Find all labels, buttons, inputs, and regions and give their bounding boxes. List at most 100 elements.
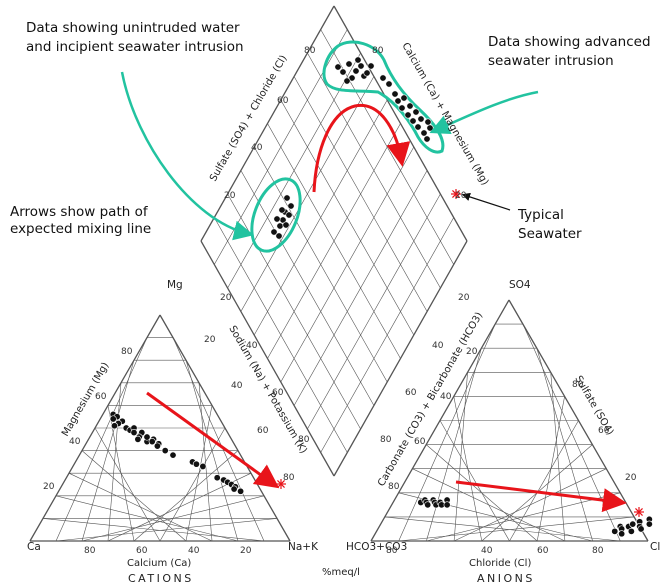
cation-mixing-arrow xyxy=(146,391,280,489)
cation-grid-a xyxy=(55,495,239,542)
pointer-arrow-right-top xyxy=(429,90,539,135)
cation-tick-bottom: 60 xyxy=(136,546,148,556)
diamond-point xyxy=(379,74,387,82)
cation-point xyxy=(161,447,169,455)
annotation-unintruded-1: Data showing unintruded water xyxy=(26,20,240,36)
anion-tick-bottom: 40 xyxy=(481,546,493,556)
data-points xyxy=(109,56,653,538)
anion-tick-right: 60 xyxy=(598,426,610,436)
diamond-point xyxy=(385,80,393,88)
diamond-tick-lower-left: 60 xyxy=(272,388,284,398)
diamond-point xyxy=(334,63,342,71)
diamond-grid-b xyxy=(307,193,441,430)
diamond-point xyxy=(283,194,291,202)
diamond-grid-a xyxy=(307,52,441,289)
anion-tick-bottom: 80 xyxy=(386,546,398,556)
cation-corner-ca: Ca xyxy=(27,541,41,553)
anion-tick-left: 40 xyxy=(440,392,452,402)
diamond-point xyxy=(275,232,283,240)
cation-point xyxy=(153,442,161,450)
diamond-tick-lower-right: 60 xyxy=(405,388,417,398)
anion-point xyxy=(443,501,451,509)
anion-tick-left: 20 xyxy=(466,347,478,357)
pointer-arrow-seawater xyxy=(461,192,511,211)
diamond-tick-lower-left: 40 xyxy=(246,341,258,351)
diamond-tick-lower-right: 20 xyxy=(458,293,470,303)
cation-tick-left: 20 xyxy=(43,482,55,492)
annotation-seawater-2: Seawater xyxy=(518,226,582,242)
advanced-intrusion-outline xyxy=(322,40,445,154)
anion-tick-right: 20 xyxy=(625,473,637,483)
cation-tick-left: 60 xyxy=(95,392,107,402)
anion-grid-b xyxy=(550,372,566,542)
diagram-grid xyxy=(29,5,649,542)
diamond-point xyxy=(414,123,422,131)
diamond-tick-left: 60 xyxy=(277,96,289,106)
diamond-axis-sulfate-chloride: Sulfate (SO4) + Chloride (Cl) xyxy=(208,53,289,183)
diamond-point xyxy=(339,68,347,76)
diamond-point xyxy=(412,108,420,116)
cation-tick-bottom: 40 xyxy=(188,546,200,556)
units-label: %meq/l xyxy=(322,567,360,578)
diamond-tick-lower-left: 80 xyxy=(298,435,310,445)
anion-point xyxy=(424,501,432,509)
cation-corner-nak: Na+K xyxy=(288,541,319,553)
anion-corner-cl: Cl xyxy=(650,541,660,553)
cation-axis-calcium: Calcium (Ca) xyxy=(127,558,191,569)
cation-point xyxy=(213,474,221,482)
diamond-tick-right: 80 xyxy=(372,46,384,56)
diamond-point xyxy=(367,62,375,70)
diamond-point xyxy=(426,124,434,132)
diamond-grid-b xyxy=(280,146,415,383)
cation-tick-right: 20 xyxy=(204,335,216,345)
diamond-mixing-arrow xyxy=(312,103,411,193)
diamond-point xyxy=(398,104,406,112)
annotation-arrows-2: expected mixing line xyxy=(10,221,151,237)
cation-point xyxy=(169,451,177,459)
cation-tick-bottom: 80 xyxy=(84,546,96,556)
cation-tick-left: 40 xyxy=(69,437,81,447)
diamond-point xyxy=(420,129,428,137)
diamond-grid-b xyxy=(293,170,428,406)
diamond-grid-b xyxy=(320,217,454,453)
anion-point xyxy=(629,520,637,528)
cation-tick-right: 60 xyxy=(257,426,269,436)
diamond-point xyxy=(278,206,286,214)
cation-tick-right: 80 xyxy=(283,473,295,483)
anion-axis-chloride: Chloride (Cl) xyxy=(469,558,531,569)
diamond-point xyxy=(424,118,432,126)
anion-mixing-arrow xyxy=(455,480,627,513)
diamond-point xyxy=(404,111,412,119)
diamond-point xyxy=(352,67,360,75)
diamond-point xyxy=(409,117,417,125)
anion-grid-b xyxy=(536,348,593,542)
cation-grid-b xyxy=(172,337,265,542)
cation-point xyxy=(237,487,245,495)
diamond-point xyxy=(273,215,281,223)
diamond-grid-a xyxy=(293,76,428,312)
cation-point xyxy=(111,422,119,430)
diamond-grid-a xyxy=(280,99,415,336)
cation-tick-bottom: 20 xyxy=(240,546,252,556)
diamond-tick-left: 20 xyxy=(224,191,236,201)
diamond-point xyxy=(417,115,425,123)
diamond-point xyxy=(276,222,284,230)
cations-title: CATIONS xyxy=(128,572,194,585)
cation-grid-a xyxy=(81,450,187,542)
cation-point xyxy=(134,435,142,443)
diamond-point xyxy=(354,56,362,64)
diamond-point xyxy=(287,202,295,210)
anion-axis-carbonate: Carbonate (CO3) + Bicarbonate (HCO3) xyxy=(376,310,485,488)
cation-grid-a xyxy=(42,518,265,542)
diamond-point xyxy=(282,221,290,229)
annotation-unintruded-2: and incipient seawater intrusion xyxy=(26,39,244,55)
incipient-intrusion-outline xyxy=(250,177,302,253)
cation-grid-b xyxy=(198,382,213,542)
cation-grid-b xyxy=(185,405,213,542)
diamond-tick-left: 80 xyxy=(304,46,316,56)
cation-corner-mg: Mg xyxy=(167,279,183,291)
anion-grid-a xyxy=(426,444,538,542)
anion-tick-bottom: 80 xyxy=(592,546,604,556)
diamond-point xyxy=(285,211,293,219)
